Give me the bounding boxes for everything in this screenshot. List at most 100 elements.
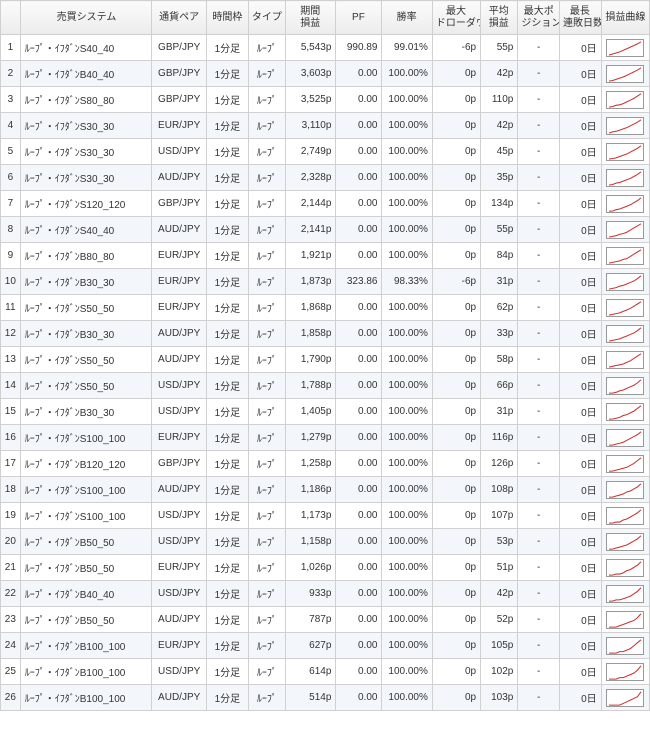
currency-pair: EUR/JPY: [152, 113, 207, 139]
table-row[interactable]: 16ﾙｰﾌﾟ・ｲﾌﾀﾞﾝS100_100EUR/JPY1分足ﾙｰﾌﾟ1,279p…: [1, 425, 650, 451]
table-row[interactable]: 14ﾙｰﾌﾟ・ｲﾌﾀﾞﾝS50_50USD/JPY1分足ﾙｰﾌﾟ1,788p0.…: [1, 373, 650, 399]
pf: 0.00: [336, 399, 382, 425]
equity-curve-cell[interactable]: [601, 659, 649, 685]
row-index: 11: [1, 295, 21, 321]
currency-pair: USD/JPY: [152, 139, 207, 165]
col-max-pos[interactable]: 最大ポジション数: [518, 1, 560, 35]
period-pl: 1,921p: [286, 243, 336, 269]
type: ﾙｰﾌﾟ: [248, 61, 285, 87]
equity-curve-cell[interactable]: [601, 35, 649, 61]
winrate: 100.00%: [382, 607, 432, 633]
col-period-pl[interactable]: 期間損益: [286, 1, 336, 35]
col-pair[interactable]: 通貨ペア: [152, 1, 207, 35]
col-losing-days[interactable]: 最長連敗日数: [560, 1, 602, 35]
pf: 0.00: [336, 191, 382, 217]
equity-curve-cell[interactable]: [601, 581, 649, 607]
sparkline-icon: [606, 403, 644, 421]
equity-curve-cell[interactable]: [601, 217, 649, 243]
col-winrate[interactable]: 勝率: [382, 1, 432, 35]
equity-curve-cell[interactable]: [601, 61, 649, 87]
equity-curve-cell[interactable]: [601, 113, 649, 139]
col-type[interactable]: タイプ: [248, 1, 285, 35]
equity-curve-cell[interactable]: [601, 633, 649, 659]
col-max-dd[interactable]: 最大ドローダウン: [432, 1, 480, 35]
sparkline-icon: [606, 247, 644, 265]
equity-curve-cell[interactable]: [601, 321, 649, 347]
table-row[interactable]: 6ﾙｰﾌﾟ・ｲﾌﾀﾞﾝS30_30AUD/JPY1分足ﾙｰﾌﾟ2,328p0.0…: [1, 165, 650, 191]
equity-curve-cell[interactable]: [601, 87, 649, 113]
timeframe: 1分足: [207, 607, 249, 633]
timeframe: 1分足: [207, 503, 249, 529]
col-equity[interactable]: 損益曲線: [601, 1, 649, 35]
currency-pair: AUD/JPY: [152, 607, 207, 633]
losing-days: 0日: [560, 425, 602, 451]
equity-curve-cell[interactable]: [601, 607, 649, 633]
equity-curve-cell[interactable]: [601, 503, 649, 529]
table-row[interactable]: 26ﾙｰﾌﾟ・ｲﾌﾀﾞﾝB100_100AUD/JPY1分足ﾙｰﾌﾟ514p0.…: [1, 685, 650, 711]
row-index: 2: [1, 61, 21, 87]
equity-curve-cell[interactable]: [601, 295, 649, 321]
table-row[interactable]: 20ﾙｰﾌﾟ・ｲﾌﾀﾞﾝB50_50USD/JPY1分足ﾙｰﾌﾟ1,158p0.…: [1, 529, 650, 555]
table-row[interactable]: 10ﾙｰﾌﾟ・ｲﾌﾀﾞﾝB30_30EUR/JPY1分足ﾙｰﾌﾟ1,873p32…: [1, 269, 650, 295]
equity-curve-cell[interactable]: [601, 243, 649, 269]
equity-curve-cell[interactable]: [601, 425, 649, 451]
table-row[interactable]: 11ﾙｰﾌﾟ・ｲﾌﾀﾞﾝS50_50EUR/JPY1分足ﾙｰﾌﾟ1,868p0.…: [1, 295, 650, 321]
col-pf[interactable]: PF: [336, 1, 382, 35]
table-row[interactable]: 7ﾙｰﾌﾟ・ｲﾌﾀﾞﾝS120_120GBP/JPY1分足ﾙｰﾌﾟ2,144p0…: [1, 191, 650, 217]
avg-pl: 66p: [481, 373, 518, 399]
equity-curve-cell[interactable]: [601, 529, 649, 555]
system-name: ﾙｰﾌﾟ・ｲﾌﾀﾞﾝB30_30: [20, 399, 152, 425]
table-row[interactable]: 1ﾙｰﾌﾟ・ｲﾌﾀﾞﾝS40_40GBP/JPY1分足ﾙｰﾌﾟ5,543p990…: [1, 35, 650, 61]
equity-curve-cell[interactable]: [601, 165, 649, 191]
equity-curve-cell[interactable]: [601, 555, 649, 581]
losing-days: 0日: [560, 243, 602, 269]
losing-days: 0日: [560, 503, 602, 529]
equity-curve-cell[interactable]: [601, 269, 649, 295]
col-timeframe[interactable]: 時間枠: [207, 1, 249, 35]
equity-curve-cell[interactable]: [601, 451, 649, 477]
table-row[interactable]: 5ﾙｰﾌﾟ・ｲﾌﾀﾞﾝS30_30USD/JPY1分足ﾙｰﾌﾟ2,749p0.0…: [1, 139, 650, 165]
losing-days: 0日: [560, 269, 602, 295]
winrate: 100.00%: [382, 685, 432, 711]
equity-curve-cell[interactable]: [601, 477, 649, 503]
max-pos: -: [518, 217, 560, 243]
pf: 0.00: [336, 295, 382, 321]
col-avg-pl[interactable]: 平均損益: [481, 1, 518, 35]
table-row[interactable]: 3ﾙｰﾌﾟ・ｲﾌﾀﾞﾝS80_80GBP/JPY1分足ﾙｰﾌﾟ3,525p0.0…: [1, 87, 650, 113]
col-index[interactable]: [1, 1, 21, 35]
equity-curve-cell[interactable]: [601, 399, 649, 425]
col-system[interactable]: 売買システム: [20, 1, 152, 35]
type: ﾙｰﾌﾟ: [248, 633, 285, 659]
table-row[interactable]: 19ﾙｰﾌﾟ・ｲﾌﾀﾞﾝS100_100USD/JPY1分足ﾙｰﾌﾟ1,173p…: [1, 503, 650, 529]
table-row[interactable]: 8ﾙｰﾌﾟ・ｲﾌﾀﾞﾝS40_40AUD/JPY1分足ﾙｰﾌﾟ2,141p0.0…: [1, 217, 650, 243]
sparkline-icon: [606, 195, 644, 213]
currency-pair: EUR/JPY: [152, 295, 207, 321]
max-dd: 0p: [432, 503, 480, 529]
table-row[interactable]: 2ﾙｰﾌﾟ・ｲﾌﾀﾞﾝB40_40GBP/JPY1分足ﾙｰﾌﾟ3,603p0.0…: [1, 61, 650, 87]
pf: 0.00: [336, 607, 382, 633]
table-row[interactable]: 18ﾙｰﾌﾟ・ｲﾌﾀﾞﾝS100_100AUD/JPY1分足ﾙｰﾌﾟ1,186p…: [1, 477, 650, 503]
table-row[interactable]: 17ﾙｰﾌﾟ・ｲﾌﾀﾞﾝB120_120GBP/JPY1分足ﾙｰﾌﾟ1,258p…: [1, 451, 650, 477]
equity-curve-cell[interactable]: [601, 139, 649, 165]
equity-curve-cell[interactable]: [601, 191, 649, 217]
avg-pl: 42p: [481, 581, 518, 607]
equity-curve-cell[interactable]: [601, 685, 649, 711]
table-row[interactable]: 25ﾙｰﾌﾟ・ｲﾌﾀﾞﾝB100_100USD/JPY1分足ﾙｰﾌﾟ614p0.…: [1, 659, 650, 685]
table-row[interactable]: 9ﾙｰﾌﾟ・ｲﾌﾀﾞﾝB80_80EUR/JPY1分足ﾙｰﾌﾟ1,921p0.0…: [1, 243, 650, 269]
table-row[interactable]: 15ﾙｰﾌﾟ・ｲﾌﾀﾞﾝB30_30USD/JPY1分足ﾙｰﾌﾟ1,405p0.…: [1, 399, 650, 425]
pf: 0.00: [336, 633, 382, 659]
table-row[interactable]: 24ﾙｰﾌﾟ・ｲﾌﾀﾞﾝB100_100EUR/JPY1分足ﾙｰﾌﾟ627p0.…: [1, 633, 650, 659]
table-row[interactable]: 12ﾙｰﾌﾟ・ｲﾌﾀﾞﾝB30_30AUD/JPY1分足ﾙｰﾌﾟ1,858p0.…: [1, 321, 650, 347]
table-row[interactable]: 23ﾙｰﾌﾟ・ｲﾌﾀﾞﾝB50_50AUD/JPY1分足ﾙｰﾌﾟ787p0.00…: [1, 607, 650, 633]
table-row[interactable]: 4ﾙｰﾌﾟ・ｲﾌﾀﾞﾝS30_30EUR/JPY1分足ﾙｰﾌﾟ3,110p0.0…: [1, 113, 650, 139]
equity-curve-cell[interactable]: [601, 373, 649, 399]
equity-curve-cell[interactable]: [601, 347, 649, 373]
period-pl: 787p: [286, 607, 336, 633]
table-row[interactable]: 22ﾙｰﾌﾟ・ｲﾌﾀﾞﾝB40_40USD/JPY1分足ﾙｰﾌﾟ933p0.00…: [1, 581, 650, 607]
avg-pl: 107p: [481, 503, 518, 529]
type: ﾙｰﾌﾟ: [248, 217, 285, 243]
period-pl: 2,144p: [286, 191, 336, 217]
avg-pl: 110p: [481, 87, 518, 113]
table-row[interactable]: 21ﾙｰﾌﾟ・ｲﾌﾀﾞﾝB50_50EUR/JPY1分足ﾙｰﾌﾟ1,026p0.…: [1, 555, 650, 581]
table-row[interactable]: 13ﾙｰﾌﾟ・ｲﾌﾀﾞﾝS50_50AUD/JPY1分足ﾙｰﾌﾟ1,790p0.…: [1, 347, 650, 373]
